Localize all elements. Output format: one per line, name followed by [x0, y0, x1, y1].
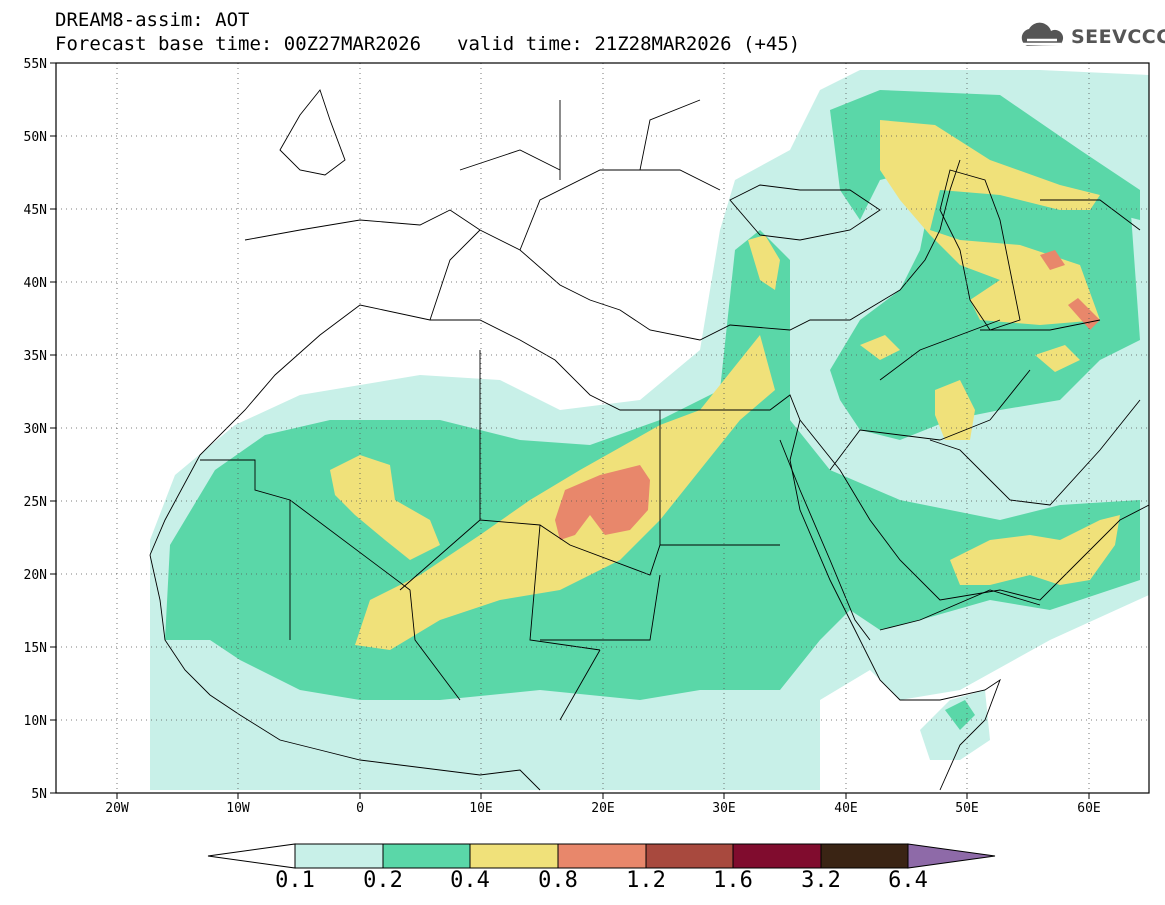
lon-label: 40E: [834, 801, 857, 816]
seevccc-logo: SEEVCCC: [1017, 20, 1165, 54]
borders: [149, 89, 1149, 791]
lon-label: 0: [356, 801, 364, 816]
lat-label: 40N: [24, 276, 47, 291]
lat-label: 10N: [24, 714, 47, 729]
lon-label: 60E: [1077, 801, 1100, 816]
lon-label: 10E: [469, 801, 492, 816]
logo-text: SEEVCCC: [1071, 26, 1165, 48]
aot-band-0.4-arabia: [950, 515, 1120, 585]
lat-label: 5N: [31, 787, 47, 802]
colorbar-label: 0.1: [275, 868, 315, 893]
colorbar-label: 0.2: [363, 868, 403, 893]
tick-marks: [50, 62, 1090, 799]
colorbar-low-end: [207, 843, 296, 869]
aot-band-0.4-levant: [748, 235, 780, 290]
lat-label: 50N: [24, 130, 47, 145]
map-title: DREAM8-assim: AOT: [55, 9, 250, 31]
aot-band-0.8: [555, 465, 650, 540]
aot-band-0.4-iraq: [935, 380, 975, 440]
colorbar-segment: [820, 843, 909, 869]
lon-labels: 20W 10W 0 10E 20E 30E 40E 50E 60E: [105, 801, 1100, 816]
lat-label: 30N: [24, 422, 47, 437]
lat-label: 45N: [24, 203, 47, 218]
lon-label: 10W: [226, 801, 250, 816]
lat-label: 20N: [24, 568, 47, 583]
base-time: Forecast base time: 00Z27MAR2026: [55, 33, 422, 55]
lon-label: 20E: [591, 801, 614, 816]
lat-label: 35N: [24, 349, 47, 364]
valid-time: valid time: 21Z28MAR2026 (+45): [457, 33, 801, 55]
colorbar-label: 0.4: [450, 868, 490, 893]
coastline-black-sea: [729, 184, 881, 241]
lat-label: 55N: [24, 57, 47, 72]
forecast-times: Forecast base time: 00Z27MAR2026 valid ti…: [55, 33, 800, 55]
colorbar-label: 0.8: [538, 868, 578, 893]
aot-band-0.4-iran: [1035, 345, 1080, 372]
colorbar-high-end: [907, 843, 996, 869]
map-grid: [56, 63, 1149, 793]
lat-labels: 55N 50N 45N 40N 35N 30N 25N 20N 15N 10N …: [24, 57, 47, 802]
aot-band-0.4-jordan: [860, 335, 900, 360]
coastline-africa: [149, 304, 1001, 791]
aot-band-0.4-west: [330, 455, 440, 560]
colorbar-label: 6.4: [888, 868, 928, 893]
colorbar-label: 1.6: [713, 868, 753, 893]
aot-band-0.1-east-africa: [920, 690, 990, 760]
cloud-icon: [1021, 22, 1064, 46]
colorbar-segment: [645, 843, 734, 869]
coastline-caspian: [939, 169, 1021, 331]
colorbar-segment: [469, 843, 559, 869]
colorbar-label: 3.2: [801, 868, 841, 893]
coastline-gulf: [929, 399, 1141, 506]
coastline-red-sea: [779, 439, 871, 641]
lon-label: 30E: [712, 801, 735, 816]
lon-label: 50E: [955, 801, 978, 816]
aot-band-0.2-horn: [945, 700, 975, 730]
coastline-arabia: [799, 419, 1149, 601]
colorbar-segment: [294, 843, 384, 869]
lat-label: 15N: [24, 641, 47, 656]
coastline-uk: [279, 89, 346, 176]
aot-band-0.4-caspian: [880, 120, 1100, 325]
coastline-europe: [244, 159, 961, 341]
colorbar-segment: [732, 843, 822, 869]
lat-label: 25N: [24, 495, 47, 510]
lon-label: 20W: [105, 801, 129, 816]
country-borders: [200, 99, 1141, 721]
coastline-west-africa: [149, 554, 541, 791]
colorbar-label: 1.2: [626, 868, 666, 893]
colorbar-segment: [557, 843, 647, 869]
aot-band-0.8-caspian: [1040, 250, 1065, 270]
colorbar-segment: [382, 843, 471, 869]
